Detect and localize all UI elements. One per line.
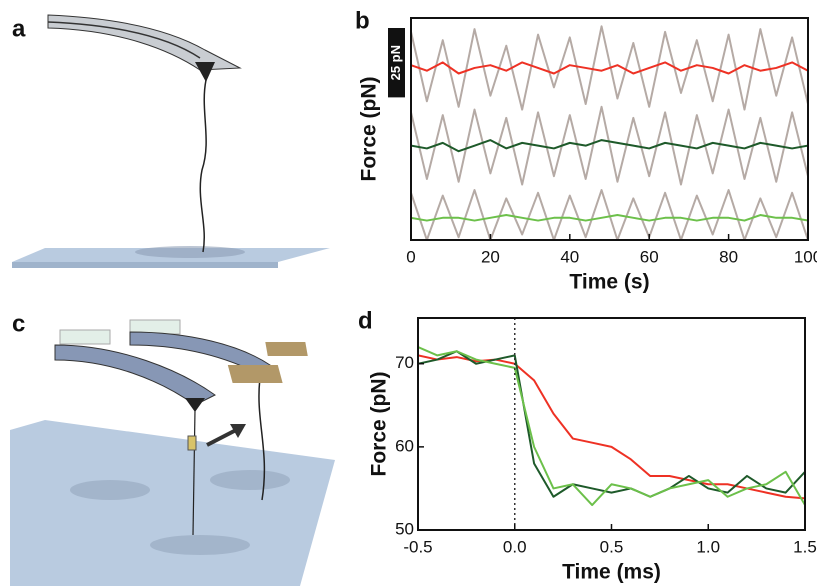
plot-area [418, 346, 805, 507]
x-tick-label: 1.0 [696, 537, 720, 556]
x-tick-label: -0.5 [403, 537, 432, 556]
y-axis-title: Force (pN) [358, 77, 381, 182]
x-tick-label: 20 [481, 247, 500, 266]
y-tick-label: 60 [395, 436, 414, 455]
trace [411, 61, 808, 75]
x-axis-title: Time (s) [569, 271, 649, 294]
x-tick-label: 0 [406, 247, 415, 266]
y-tick-label: 50 [395, 519, 414, 538]
x-tick-label: 0.5 [600, 537, 624, 556]
x-tick-label: 80 [719, 247, 738, 266]
trace [411, 214, 808, 222]
trace [418, 350, 805, 498]
panel-label: a [12, 15, 26, 42]
trace [411, 91, 808, 119]
trace [411, 177, 808, 203]
trace [411, 25, 808, 111]
trace [411, 189, 808, 240]
plot-area [411, 25, 808, 240]
y-axis-title: Force (pN) [368, 372, 391, 477]
x-axis-title: Time (ms) [562, 561, 661, 584]
panel-label: b [355, 7, 370, 34]
x-tick-label: 60 [640, 247, 659, 266]
illustration-a [12, 14, 330, 268]
plot-frame [417, 317, 806, 531]
plot-frame [410, 17, 809, 241]
trace [418, 346, 805, 507]
x-tick-label: 40 [560, 247, 579, 266]
panel-label: d [358, 307, 373, 334]
illustration-c [10, 319, 335, 586]
panel-label: c [12, 310, 25, 337]
x-tick-label: 1.5 [793, 537, 817, 556]
trace [411, 139, 808, 153]
scale-bar [388, 28, 405, 98]
scale-bar-label: 25 pN [388, 45, 403, 80]
x-tick-label: 100 [794, 247, 817, 266]
trace [411, 105, 808, 186]
x-tick-label: 0.0 [503, 537, 527, 556]
y-tick-label: 70 [395, 353, 414, 372]
